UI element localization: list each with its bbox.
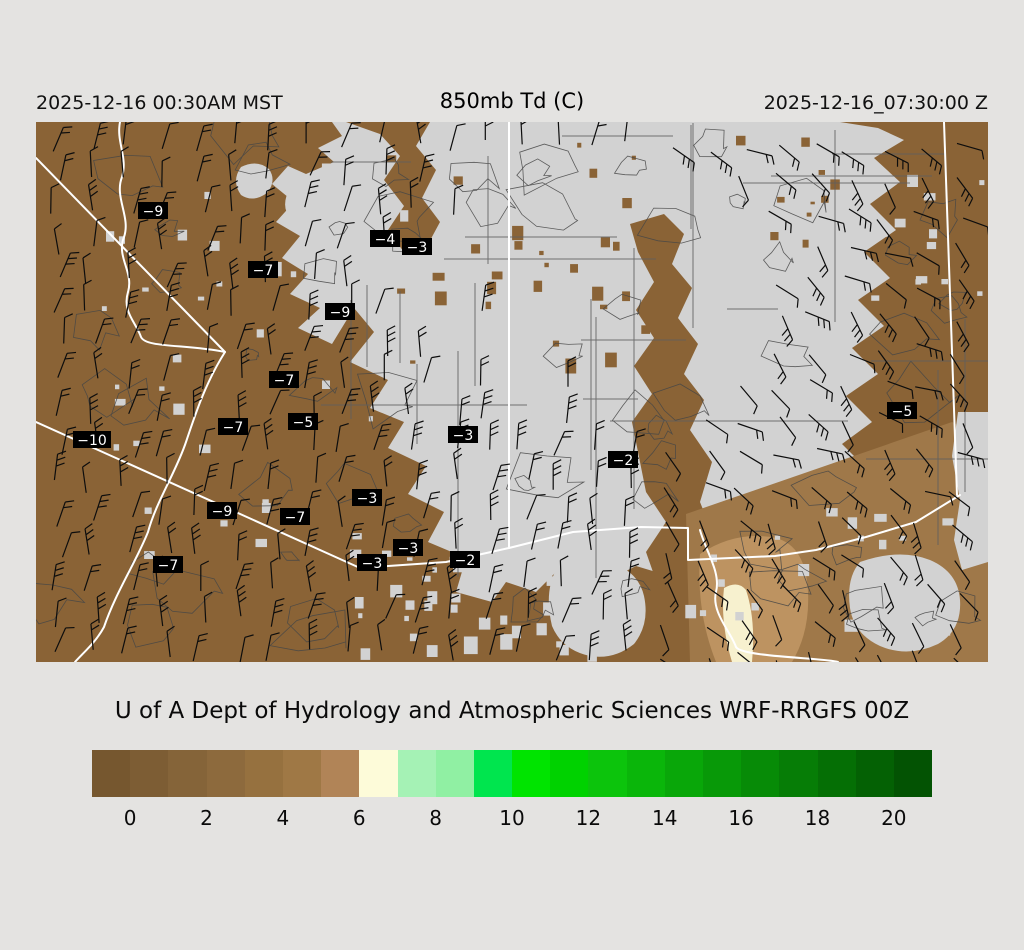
colorbar-tick: 4 <box>276 806 290 830</box>
dewpoint-value-labels: −9 −7 −9 −4 −3 −7 −7 −5 −10 −9 −7 −7 −3 −2 −3 −3 −3 −2 −5 <box>73 202 917 574</box>
dewpoint-label: −3 <box>393 539 423 557</box>
svg-text:−7: −7 <box>253 263 274 279</box>
nv-ca-border-upper <box>36 157 226 353</box>
mexico-border <box>359 494 961 569</box>
svg-text:−7: −7 <box>223 420 244 436</box>
dewpoint-label: −9 <box>138 202 168 220</box>
colorbar-segment <box>359 750 398 797</box>
colorbar-segment <box>282 750 322 797</box>
dewpoint-label: −7 <box>248 261 278 279</box>
local-time-label: 2025-12-16 00:30AM MST <box>36 92 283 114</box>
colorbar <box>92 750 933 797</box>
dewpoint-label: −7 <box>153 556 183 574</box>
pixel-speckles <box>101 135 985 662</box>
dewpoint-label: −3 <box>402 238 432 256</box>
colorbar-tick: 12 <box>575 806 602 830</box>
colorbar-segment <box>130 750 169 797</box>
colorbar-segment <box>855 750 894 797</box>
svg-text:−9: −9 <box>212 504 233 520</box>
colorbar-tick: 10 <box>499 806 525 830</box>
dewpoint-label: −3 <box>352 489 382 507</box>
colorbar-segment <box>206 750 245 797</box>
colorbar-segment <box>435 750 474 797</box>
colorbar-tick: 16 <box>728 806 754 830</box>
svg-text:−9: −9 <box>143 204 164 220</box>
colorbar-segment <box>664 750 703 797</box>
colorbar-segment <box>817 750 856 797</box>
dewpoint-label: −3 <box>357 554 387 572</box>
colorbar-segment <box>741 750 780 797</box>
colorbar-segment <box>779 750 818 797</box>
colorbar-tick-labels: 0 2 4 6 8 10 12 14 16 18 20 <box>92 806 932 836</box>
svg-text:−7: −7 <box>285 510 306 526</box>
svg-text:−7: −7 <box>274 373 295 389</box>
svg-text:−3: −3 <box>453 428 474 444</box>
nm-tx-border <box>943 122 958 496</box>
colorbar-segment <box>550 750 589 797</box>
colorbar-segment <box>397 750 436 797</box>
colorbar-segment <box>626 750 665 797</box>
dewpoint-label: −7 <box>269 371 299 389</box>
colorbar-segment <box>512 750 551 797</box>
svg-text:−2: −2 <box>455 553 476 569</box>
weather-map: −9 −7 −9 −4 −3 −7 −7 −5 −10 −9 −7 −7 −3 −2 −3 −3 −3 −2 −5 <box>36 122 988 662</box>
colorbar-tick: 8 <box>429 806 442 830</box>
svg-text:−7: −7 <box>158 558 179 574</box>
colorbar-segment <box>321 750 360 797</box>
svg-text:−5: −5 <box>892 404 913 420</box>
svg-text:−9: −9 <box>330 305 351 321</box>
colorbar-tick: 0 <box>123 806 137 830</box>
svg-text:−2: −2 <box>613 453 634 469</box>
colorbar-tick: 18 <box>804 806 831 830</box>
dewpoint-label: −7 <box>218 418 248 436</box>
colorbar-tick: 6 <box>352 806 366 830</box>
colorbar-tick: 14 <box>651 806 678 830</box>
dewpoint-label: −5 <box>288 413 318 431</box>
colorbar-segment <box>703 750 742 797</box>
colorado-river-border <box>74 122 226 662</box>
dewpoint-label: −7 <box>280 508 310 526</box>
colorbar-tick: 2 <box>200 806 213 830</box>
wind-barbs <box>50 122 988 662</box>
colorbar-segment <box>893 750 933 797</box>
valid-time-label: 2025-12-16_07:30:00 Z <box>763 92 988 114</box>
colorbar-segment <box>588 750 627 797</box>
svg-text:−3: −3 <box>407 240 428 256</box>
colorbar-segment <box>244 750 283 797</box>
dewpoint-label: −9 <box>325 303 355 321</box>
svg-text:−3: −3 <box>398 541 419 557</box>
svg-text:−5: −5 <box>293 415 314 431</box>
dewpoint-label: −2 <box>450 551 480 569</box>
dewpoint-label: −9 <box>207 502 237 520</box>
svg-text:−4: −4 <box>375 232 396 248</box>
colorbar-tick: 20 <box>881 806 907 830</box>
dewpoint-label: −3 <box>448 426 478 444</box>
svg-text:−3: −3 <box>357 491 378 507</box>
colorbar-segment <box>168 750 207 797</box>
dewpoint-label: −5 <box>887 402 917 420</box>
state-borders <box>36 122 961 662</box>
plot-title: 850mb Td (C) <box>439 89 585 113</box>
svg-text:−3: −3 <box>362 556 383 572</box>
colorbar-segment <box>92 750 131 797</box>
colorbar-segment <box>473 750 513 797</box>
rio-grande <box>699 529 839 662</box>
svg-text:−10: −10 <box>77 433 107 449</box>
dewpoint-label: −4 <box>370 230 400 248</box>
dewpoint-label: −10 <box>73 431 111 449</box>
dewpoint-label: −2 <box>608 451 638 469</box>
caption: U of A Dept of Hydrology and Atmospheric… <box>114 698 910 724</box>
gray-patches <box>236 163 988 657</box>
county-lines <box>321 123 988 578</box>
